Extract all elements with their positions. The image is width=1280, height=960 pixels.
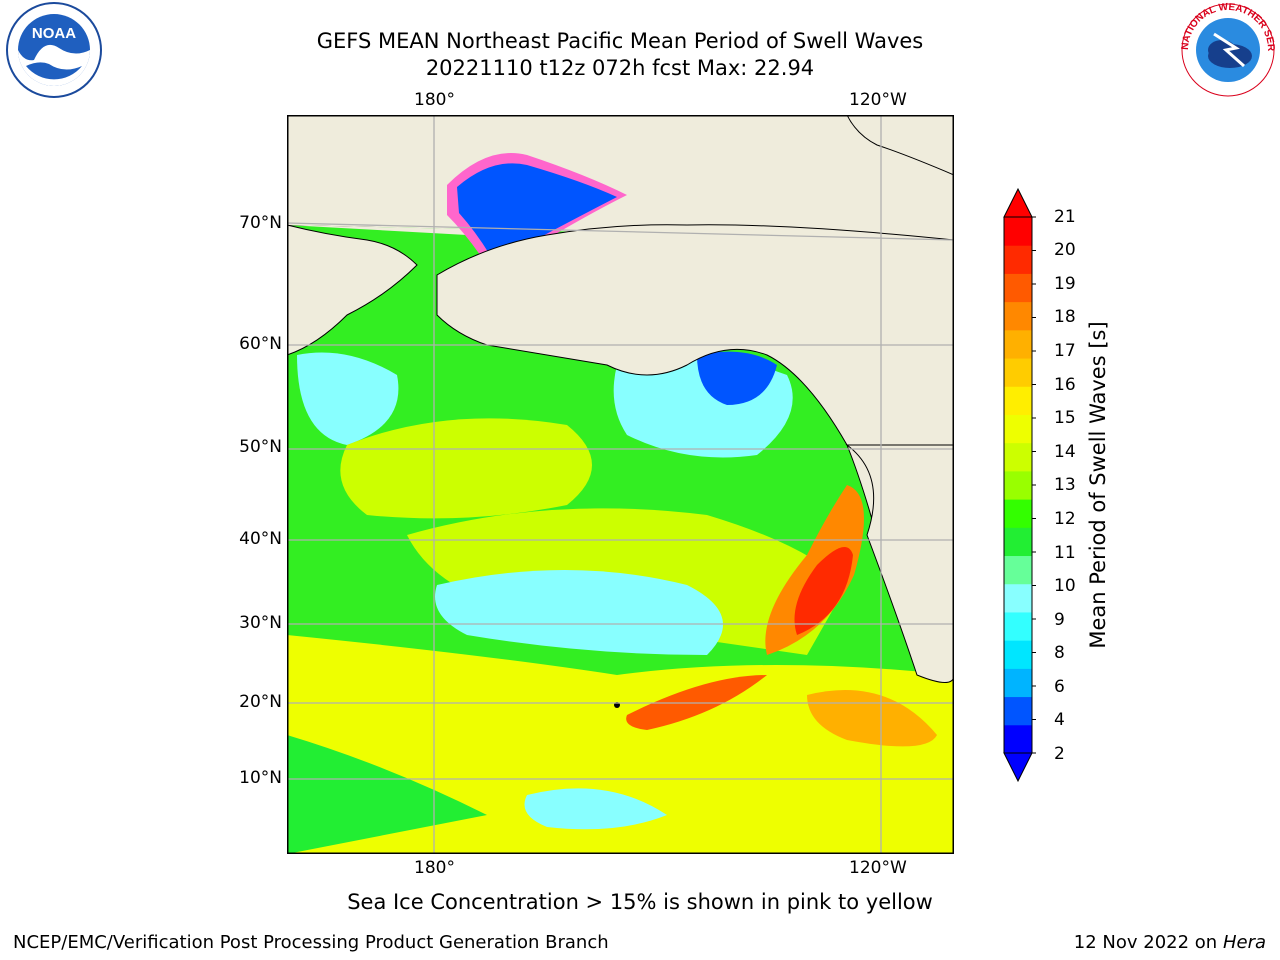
cb-tick-16: 16 (1054, 375, 1076, 395)
cb-tick-14: 14 (1054, 442, 1076, 462)
colorbar-segment (1004, 583, 1032, 613)
map-subtitle: 20221110 t12z 072h fcst Max: 22.94 (425, 56, 815, 80)
field-cyan-south (524, 788, 667, 830)
lon-label-top-180: 180° (414, 90, 455, 110)
cb-tick-18: 18 (1054, 307, 1076, 327)
footer-date: 12 Nov 2022 on Hera (1074, 932, 1266, 953)
cb-tick-21: 21 (1054, 207, 1076, 227)
colorbar-segment (1004, 329, 1032, 359)
lon-label-bottom-180: 180° (414, 858, 455, 878)
colorbar-segment (1004, 386, 1032, 415)
cb-tick-20: 20 (1054, 240, 1076, 260)
cb-tick-2: 2 (1054, 744, 1065, 764)
colorbar-segment (1004, 414, 1032, 444)
lon-label-top-120w: 120°W (849, 90, 907, 110)
map-graticule (287, 115, 954, 854)
colorbar-segment (1004, 640, 1032, 669)
lat-label-60n: 60°N (239, 334, 282, 354)
colorbar-extend-max (1003, 187, 1033, 218)
field-cyan-west (297, 352, 399, 445)
colorbar-segment (1004, 724, 1032, 754)
colorbar-segment (1004, 470, 1032, 500)
map-title: GEFS MEAN Northeast Pacific Mean Period … (316, 29, 924, 53)
cb-tick-17: 17 (1054, 341, 1076, 361)
footer-credit: NCEP/EMC/Verification Post Processing Pr… (13, 932, 609, 953)
lat-label-50n: 50°N (239, 437, 282, 457)
field-yellow-northwest (340, 418, 592, 519)
lat-label-30n: 30°N (239, 613, 282, 633)
lat-label-10n: 10°N (239, 768, 282, 788)
cb-tick-19: 19 (1054, 274, 1076, 294)
cb-tick-13: 13 (1054, 475, 1076, 495)
colorbar-segment (1004, 499, 1032, 528)
colorbar-extend-min (1003, 752, 1033, 783)
field-blue-alaska (697, 351, 777, 405)
nws-logo: NATIONAL WEATHER SERVICE (1174, 0, 1278, 100)
cb-tick-9: 9 (1054, 610, 1065, 630)
colorbar-segment (1004, 696, 1032, 726)
cb-tick-10: 10 (1054, 576, 1076, 596)
colorbar-segment (1004, 358, 1032, 387)
field-cyan-center (435, 570, 723, 655)
lon-label-bottom-120w: 120°W (849, 858, 907, 878)
lat-label-70n: 70°N (239, 213, 282, 233)
colorbar-segment (1004, 245, 1032, 274)
field-green-southwest (287, 735, 487, 854)
colorbar-segment (1004, 301, 1032, 331)
colorbar-segment (1004, 273, 1032, 303)
field-orange-southeast (807, 690, 937, 747)
colorbar-segment (1004, 217, 1032, 246)
noaa-logo: NOAA (4, 0, 104, 100)
field-red-coast (794, 547, 853, 635)
land-kamchatka (287, 224, 418, 356)
colorbar-label: Mean Period of Swell Waves [s] (1086, 321, 1110, 649)
cb-tick-11: 11 (1054, 543, 1076, 563)
colorbar-segment (1004, 442, 1032, 472)
land-north-wedge (287, 115, 954, 240)
colorbar-segment (1004, 668, 1032, 698)
land-north-america (845, 444, 954, 683)
colorbar-segment (1004, 555, 1032, 585)
swell-period-map (287, 115, 954, 854)
colorbar-segment (1004, 527, 1032, 557)
footer-date-text: 12 Nov 2022 on (1073, 932, 1218, 953)
land-alaska-canada (436, 224, 954, 581)
colorbar-segment (1004, 611, 1032, 641)
svg-text:NOAA: NOAA (32, 25, 76, 42)
cb-tick-4: 4 (1054, 710, 1065, 730)
sea-ice-caption: Sea Ice Concentration > 15% is shown in … (347, 890, 933, 914)
land-arctic-islands (846, 115, 954, 176)
cb-tick-6: 6 (1054, 677, 1065, 697)
footer-machine: Hera (1222, 932, 1266, 953)
cb-tick-8: 8 (1054, 643, 1065, 663)
lat-label-20n: 20°N (239, 692, 282, 712)
colorbar (1003, 187, 1036, 783)
cb-tick-12: 12 (1054, 509, 1076, 529)
lat-label-40n: 40°N (239, 529, 282, 549)
cb-tick-15: 15 (1054, 408, 1076, 428)
